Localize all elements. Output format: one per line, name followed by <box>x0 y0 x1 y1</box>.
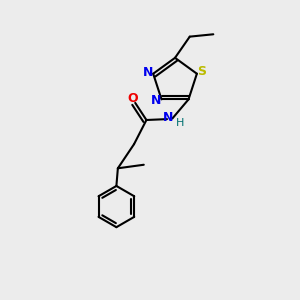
Text: N: N <box>163 111 174 124</box>
Text: O: O <box>128 92 138 105</box>
Text: H: H <box>176 118 184 128</box>
Text: S: S <box>197 65 206 78</box>
Text: N: N <box>143 66 153 79</box>
Text: N: N <box>151 94 161 107</box>
